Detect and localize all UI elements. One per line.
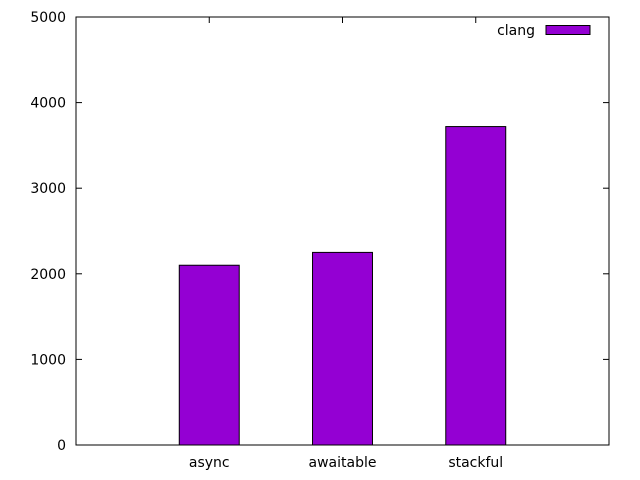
y-tick-label: 0	[57, 438, 66, 454]
bars	[178, 126, 507, 446]
bar-awaitable	[312, 251, 373, 446]
legend: clang	[497, 23, 591, 39]
y-tick-label: 2000	[30, 267, 66, 283]
legend-label: clang	[497, 23, 535, 39]
y-axis: 0 1000 2000 3000 4000 5000	[30, 10, 609, 454]
y-tick-label: 5000	[30, 10, 66, 26]
y-tick-label: 4000	[30, 96, 66, 112]
x-tick-label: awaitable	[309, 455, 377, 471]
legend-swatch	[545, 25, 591, 35]
bar-async	[178, 264, 240, 446]
y-tick-label: 3000	[30, 181, 66, 197]
x-tick-label: async	[189, 455, 230, 471]
y-tick-label: 1000	[30, 352, 66, 368]
x-tick-label: stackful	[448, 455, 503, 471]
bar-stackful	[445, 126, 507, 446]
